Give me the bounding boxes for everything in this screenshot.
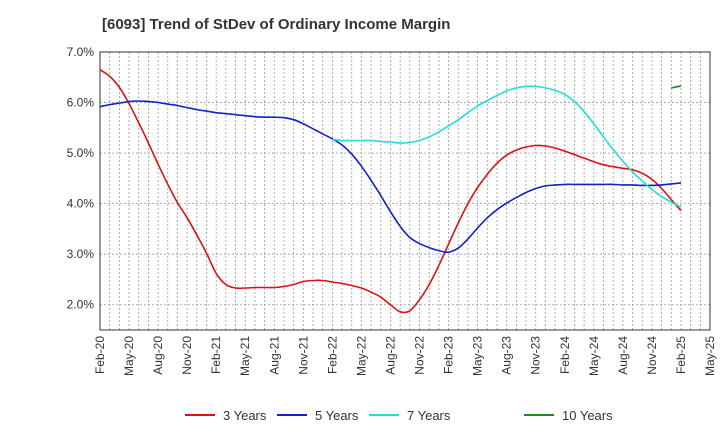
series-line-7-years bbox=[332, 85, 682, 208]
y-tick-label: 3.0% bbox=[67, 247, 95, 261]
x-tick-label: Aug-23 bbox=[500, 336, 514, 375]
legend-label-5-years: 5 Years bbox=[315, 408, 359, 423]
x-tick-label: Nov-23 bbox=[529, 336, 543, 375]
series-lines bbox=[99, 69, 682, 314]
legend-label-7-years: 7 Years bbox=[407, 408, 451, 423]
legend-label-3-years: 3 Years bbox=[223, 408, 267, 423]
x-tick-label: Aug-24 bbox=[616, 336, 630, 375]
x-tick-label: Feb-25 bbox=[674, 336, 688, 374]
x-tick-label: Aug-20 bbox=[151, 336, 165, 375]
x-tick-label: Aug-22 bbox=[383, 336, 397, 375]
y-tick-label: 5.0% bbox=[67, 146, 95, 160]
plot-area bbox=[99, 51, 711, 331]
series-line-5-years bbox=[99, 100, 682, 254]
y-tick-label: 2.0% bbox=[67, 298, 95, 312]
y-axis: 2.0% 3.0% 4.0% 5.0% 6.0% 7.0% bbox=[67, 45, 95, 312]
x-tick-label: Feb-23 bbox=[442, 336, 456, 374]
x-tick-label: May-22 bbox=[354, 336, 368, 376]
legend-label-10-years: 10 Years bbox=[562, 408, 613, 423]
x-axis: Feb-20 May-20 Aug-20 Nov-20 Feb-21 May-21 Aug-… bbox=[93, 336, 717, 376]
x-tick-label: Nov-20 bbox=[180, 336, 194, 375]
x-tick-label: May-25 bbox=[703, 336, 717, 376]
x-tick-label: Feb-24 bbox=[558, 336, 572, 374]
x-tick-label: May-24 bbox=[587, 336, 601, 376]
y-tick-label: 4.0% bbox=[67, 197, 95, 211]
x-tick-label: Feb-20 bbox=[93, 336, 107, 374]
x-tick-label: May-23 bbox=[471, 336, 485, 376]
x-tick-label: Nov-24 bbox=[645, 336, 659, 375]
x-tick-label: May-21 bbox=[238, 336, 252, 376]
x-tick-label: Aug-21 bbox=[267, 336, 281, 375]
x-tick-label: Nov-22 bbox=[413, 336, 427, 375]
series-line-10-years bbox=[671, 85, 682, 89]
x-tick-label: May-20 bbox=[122, 336, 136, 376]
series-line-3-years bbox=[99, 69, 682, 314]
legend: 3 Years 5 Years 7 Years 10 Years bbox=[185, 408, 613, 423]
x-tick-label: Feb-22 bbox=[325, 336, 339, 374]
grid bbox=[99, 51, 711, 330]
chart-title: [6093] Trend of StDev of Ordinary Income… bbox=[102, 16, 450, 33]
x-tick-label: Nov-21 bbox=[296, 336, 310, 375]
y-tick-label: 6.0% bbox=[67, 96, 95, 110]
x-tick-label: Feb-21 bbox=[209, 336, 223, 374]
y-tick-label: 7.0% bbox=[67, 45, 95, 59]
